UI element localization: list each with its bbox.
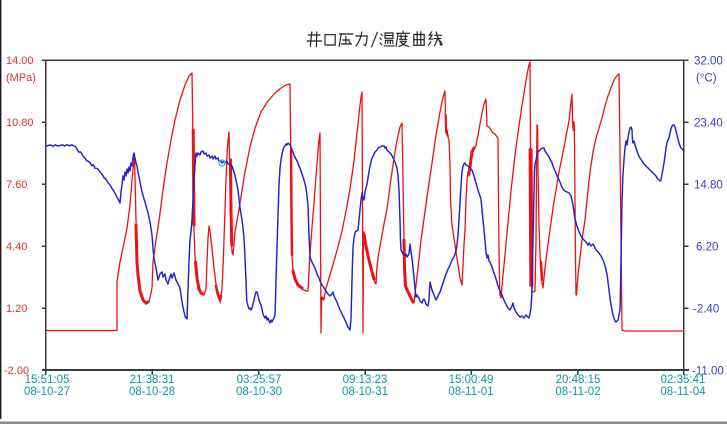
svg-text:08-11-01: 08-11-01 — [448, 386, 493, 398]
svg-text:32.00: 32.00 — [694, 56, 723, 68]
svg-text:(MPa): (MPa) — [6, 72, 36, 84]
svg-text:7.60: 7.60 — [6, 179, 27, 191]
svg-text:10.80: 10.80 — [6, 117, 34, 129]
svg-text:-2.00: -2.00 — [4, 365, 29, 377]
svg-text:08-10-31: 08-10-31 — [342, 386, 388, 398]
svg-text:08-10-28: 08-10-28 — [129, 386, 175, 398]
svg-text:1.20: 1.20 — [6, 303, 27, 315]
svg-text:21:38:31: 21:38:31 — [130, 374, 175, 386]
svg-text:23.40: 23.40 — [694, 118, 723, 130]
svg-text:(°C): (°C) — [696, 73, 717, 85]
svg-text:14.80: 14.80 — [694, 180, 723, 192]
svg-text:08-11-04: 08-11-04 — [660, 386, 706, 398]
svg-text:02:35:41: 02:35:41 — [661, 374, 706, 386]
svg-text:15:00:49: 15:00:49 — [449, 374, 494, 386]
svg-text:08-11-02: 08-11-02 — [555, 386, 600, 398]
svg-text:-2.40: -2.40 — [693, 304, 719, 316]
svg-text:6.20: 6.20 — [696, 242, 718, 254]
svg-text:4.40: 4.40 — [6, 241, 27, 253]
svg-text:-11.00: -11.00 — [692, 366, 724, 378]
svg-text:03:25:57: 03:25:57 — [237, 374, 282, 386]
svg-text:14.00: 14.00 — [6, 55, 34, 67]
svg-text:08-10-30: 08-10-30 — [236, 386, 282, 398]
svg-text:08-10-27: 08-10-27 — [24, 386, 70, 398]
svg-text:15:51:05: 15:51:05 — [25, 374, 70, 386]
svg-text:09:13:23: 09:13:23 — [343, 374, 388, 386]
svg-text:20:48:15: 20:48:15 — [556, 374, 601, 386]
